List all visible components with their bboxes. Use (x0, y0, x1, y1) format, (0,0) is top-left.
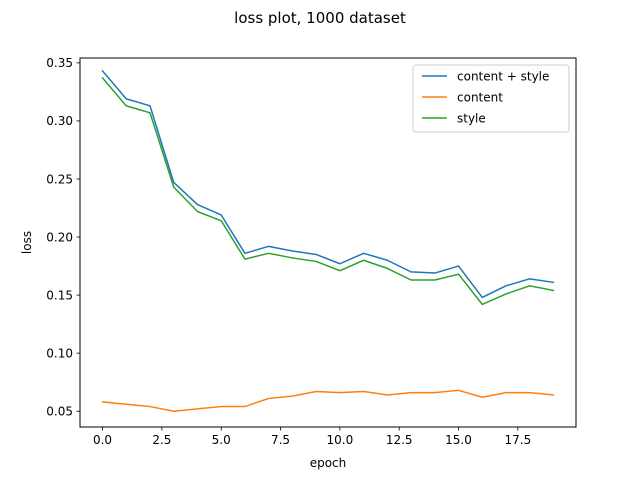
chart-title: loss plot, 1000 dataset (234, 9, 406, 27)
x-axis-ticks: 0.0 2.5 5.0 7.5 10.0 12.5 15.0 17.5 (93, 427, 531, 447)
x-tick-label: 7.5 (271, 433, 290, 447)
y-tick-label: 0.10 (46, 346, 73, 360)
legend-label: style (457, 111, 486, 125)
y-tick-label: 0.25 (46, 172, 73, 186)
series-layer (101, 69, 555, 412)
x-tick-label: 0.0 (93, 433, 112, 447)
series-line-1 (101, 69, 555, 299)
series-line-2 (101, 389, 555, 412)
y-tick-label: 0.05 (46, 405, 73, 419)
x-tick-label: 17.5 (504, 433, 531, 447)
legend-box (412, 64, 570, 133)
legend-label: content + style (457, 69, 549, 83)
x-tick-label: 2.5 (152, 433, 171, 447)
y-tick-label: 0.35 (46, 56, 73, 70)
x-tick-label: 12.5 (386, 433, 413, 447)
legend-label: content (457, 90, 503, 104)
x-axis-label: epoch (310, 456, 347, 470)
x-tick-label: 10.0 (327, 433, 354, 447)
y-tick-label: 0.30 (46, 114, 73, 128)
y-axis-ticks: 0.05 0.10 0.15 0.20 0.25 0.30 0.35 (46, 56, 80, 419)
axes-frame (79, 57, 577, 428)
x-tick-label: 5.0 (212, 433, 231, 447)
x-tick-label: 15.0 (445, 433, 472, 447)
y-tick-label: 0.20 (46, 230, 73, 244)
legend: content + style content style (412, 64, 570, 133)
series-line-3 (101, 76, 555, 306)
y-axis-label: loss (20, 231, 34, 254)
y-tick-label: 0.15 (46, 288, 73, 302)
